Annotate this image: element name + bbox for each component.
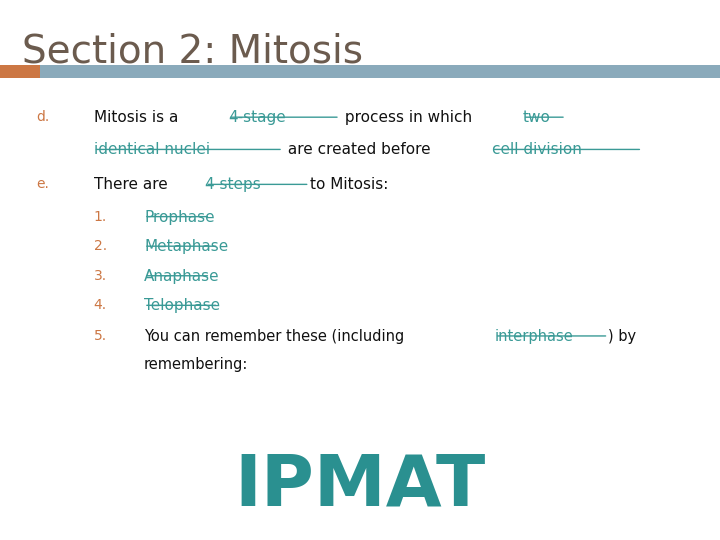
Text: identical nuclei: identical nuclei [94,143,210,158]
Text: 1.: 1. [94,210,107,224]
Text: 4 steps: 4 steps [205,177,266,192]
Text: Anaphase: Anaphase [144,269,220,284]
Text: two: two [523,110,551,125]
FancyBboxPatch shape [0,64,40,78]
Text: are created before: are created before [283,143,436,158]
Text: remembering:: remembering: [144,357,248,373]
Text: cell division: cell division [492,143,582,158]
Text: Metaphase: Metaphase [144,239,228,254]
Text: to Mitosis:: to Mitosis: [310,177,388,192]
FancyBboxPatch shape [40,64,720,78]
Text: Mitosis is a: Mitosis is a [94,110,183,125]
Text: 5.: 5. [94,329,107,343]
Text: ) by: ) by [608,329,636,344]
Text: d.: d. [36,110,49,124]
Text: There are: There are [94,177,172,192]
Text: interphase: interphase [495,329,573,344]
Text: Section 2: Mitosis: Section 2: Mitosis [22,32,363,70]
Text: 4.: 4. [94,298,107,312]
Text: 3.: 3. [94,269,107,283]
Text: e.: e. [36,177,49,191]
Text: Telophase: Telophase [144,298,220,313]
Text: 2.: 2. [94,239,107,253]
Text: 4-stage: 4-stage [228,110,286,125]
Text: process in which: process in which [340,110,477,125]
Text: Prophase: Prophase [144,210,215,225]
Text: You can remember these (including: You can remember these (including [144,329,409,344]
Text: IPMAT: IPMAT [235,451,485,521]
